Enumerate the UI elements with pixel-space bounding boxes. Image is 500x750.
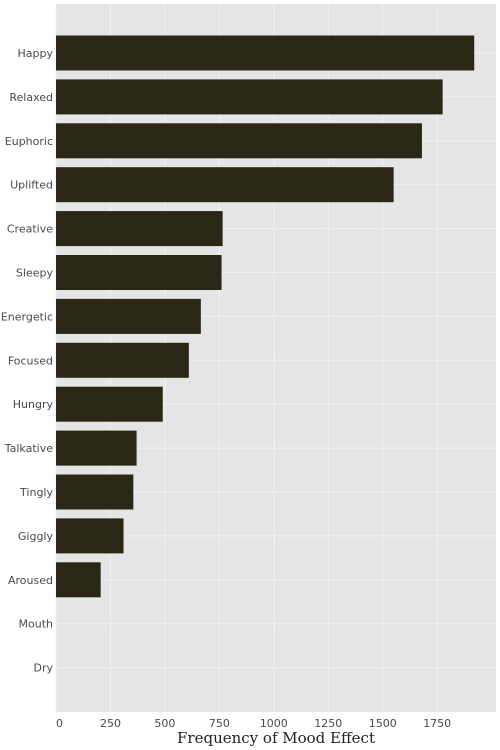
bar-happy: [56, 35, 475, 71]
category-label-mouth: Mouth: [19, 618, 54, 631]
bar-talkative: [56, 430, 137, 466]
category-label-uplifted: Uplifted: [10, 179, 53, 192]
bar-relaxed: [56, 79, 443, 115]
x-tick-label: 750: [209, 717, 230, 730]
bar-euphoric: [56, 123, 422, 159]
category-label-relaxed: Relaxed: [9, 91, 53, 104]
category-label-giggly: Giggly: [18, 530, 54, 543]
bar-giggly: [56, 518, 124, 554]
category-label-focused: Focused: [8, 354, 53, 367]
category-label-sleepy: Sleepy: [16, 267, 54, 280]
category-labels: Happy Relaxed Euphoric Uplifted Creative Slee…: [1, 47, 54, 675]
bar-energetic: [56, 298, 201, 334]
x-tick-labels: 0 250 500 750 1000 1250 1500 1750: [56, 717, 451, 730]
bar-hungry: [56, 386, 163, 422]
x-tick-label: 500: [154, 717, 175, 730]
bars: [56, 35, 475, 598]
x-axis-title: Frequency of Mood Effect: [177, 729, 375, 747]
bar-focused: [56, 342, 189, 378]
category-label-tingly: Tingly: [19, 486, 53, 499]
bar-sleepy: [56, 255, 222, 290]
category-label-dry: Dry: [33, 662, 53, 675]
x-tick-label: 1500: [369, 717, 397, 730]
category-label-talkative: Talkative: [4, 442, 53, 455]
bar-tingly: [56, 474, 134, 510]
x-tick-label: 1750: [423, 717, 451, 730]
x-tick-label: 1000: [260, 717, 288, 730]
x-tick-label: 250: [100, 717, 121, 730]
x-tick-label: 1250: [314, 717, 342, 730]
bar-creative: [56, 211, 223, 247]
bar-aroused: [56, 562, 101, 598]
category-label-hungry: Hungry: [13, 398, 54, 411]
category-label-creative: Creative: [7, 223, 53, 236]
category-label-happy: Happy: [18, 47, 54, 60]
x-tick-label: 0: [56, 717, 63, 730]
category-label-aroused: Aroused: [8, 574, 53, 587]
category-label-energetic: Energetic: [1, 310, 53, 323]
bar-uplifted: [56, 167, 394, 203]
category-label-euphoric: Euphoric: [5, 135, 53, 148]
